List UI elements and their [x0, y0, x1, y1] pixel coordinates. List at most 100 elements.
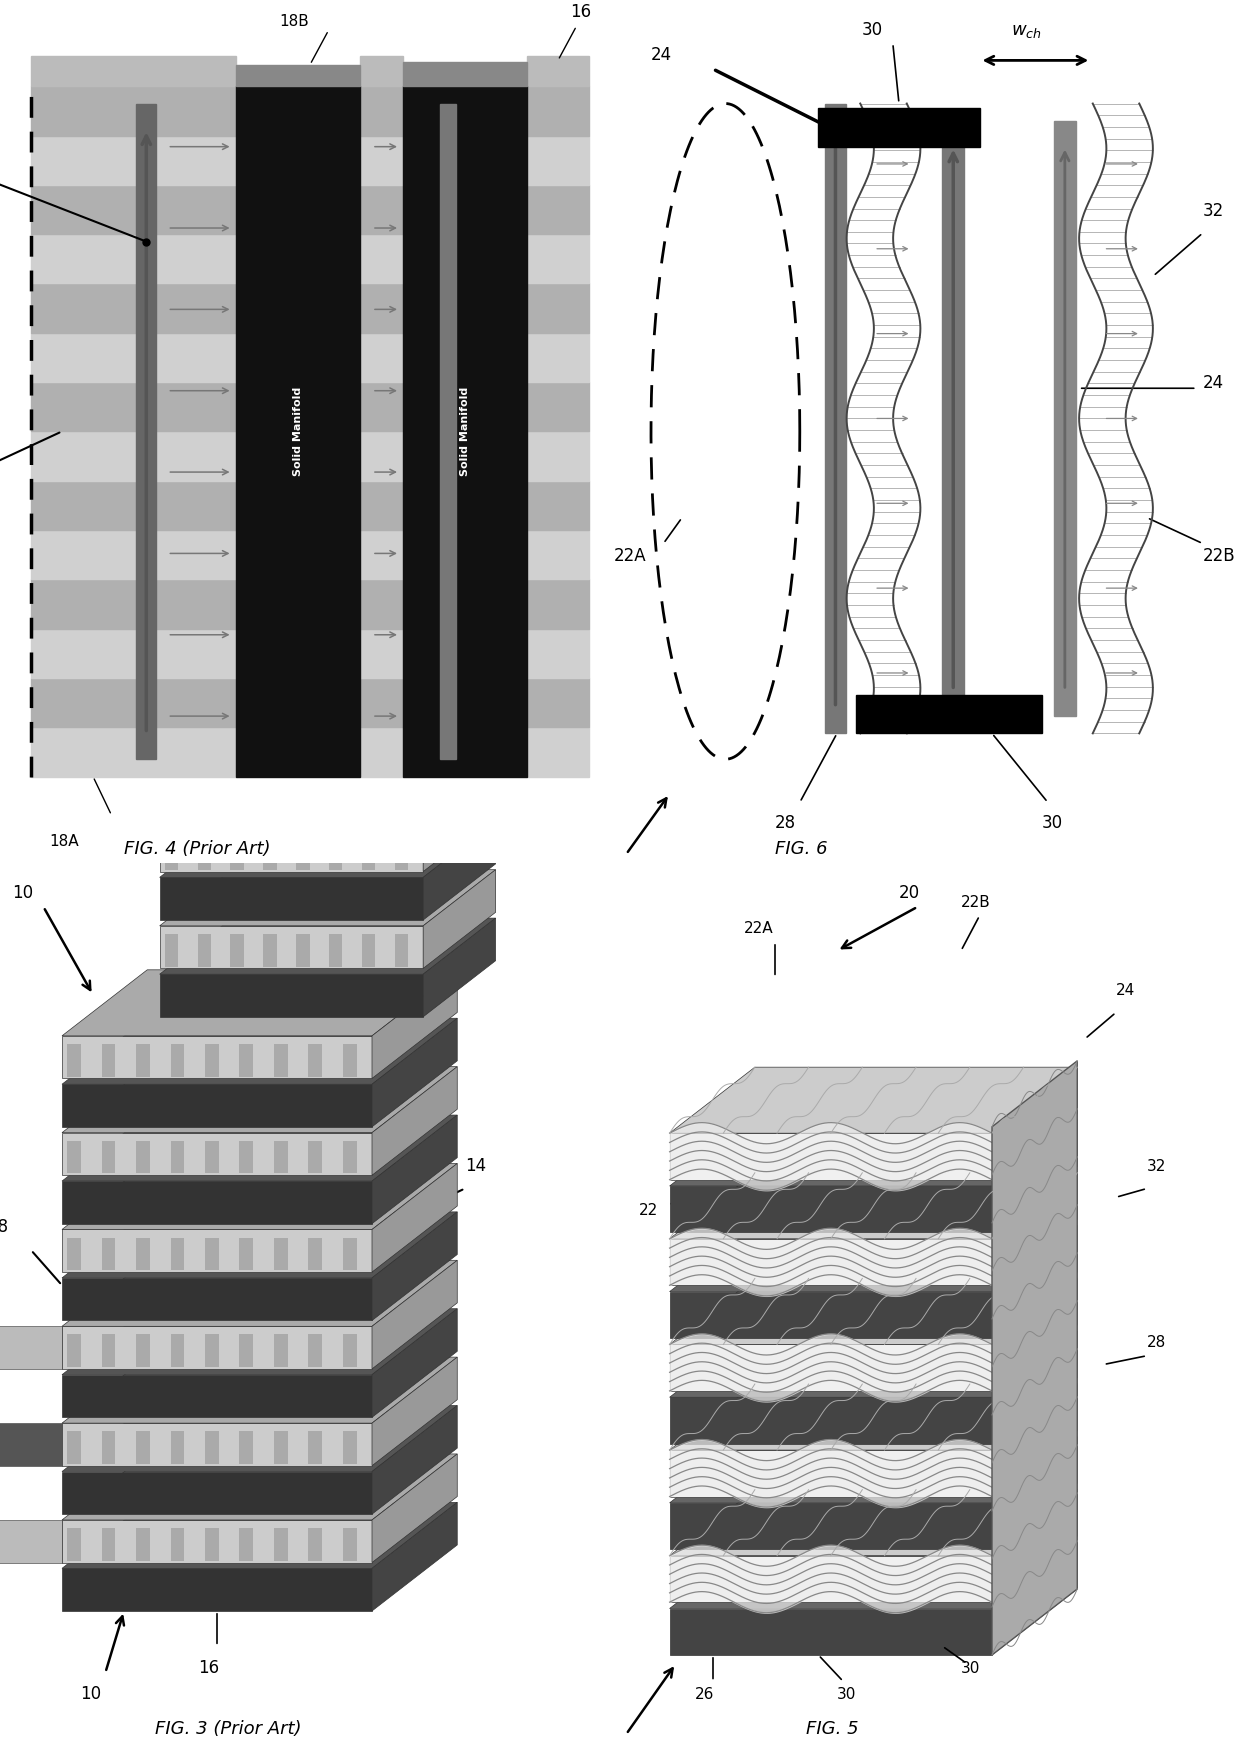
- Bar: [527, 234, 589, 284]
- Polygon shape: [670, 1436, 1078, 1502]
- Bar: [274, 1529, 288, 1560]
- Bar: [309, 1238, 322, 1271]
- Text: 22B: 22B: [1203, 547, 1235, 565]
- Bar: [67, 1140, 81, 1173]
- Bar: [31, 579, 236, 629]
- Bar: [342, 1335, 357, 1367]
- Bar: [31, 284, 236, 333]
- Bar: [136, 103, 156, 760]
- Bar: [527, 136, 589, 185]
- Polygon shape: [992, 1121, 1078, 1232]
- Bar: [31, 382, 236, 432]
- Bar: [205, 1044, 218, 1077]
- Bar: [31, 185, 236, 234]
- Text: 14: 14: [465, 1157, 486, 1175]
- Polygon shape: [62, 1422, 372, 1466]
- Bar: [102, 1335, 115, 1367]
- Bar: [825, 103, 847, 734]
- Polygon shape: [670, 1278, 1078, 1344]
- Polygon shape: [670, 1133, 992, 1180]
- Bar: [274, 1431, 288, 1464]
- Bar: [396, 837, 408, 870]
- Bar: [360, 629, 403, 678]
- Bar: [527, 432, 589, 481]
- Bar: [31, 678, 236, 727]
- Bar: [1054, 120, 1076, 716]
- Polygon shape: [670, 1450, 992, 1497]
- Polygon shape: [992, 1061, 1078, 1656]
- Bar: [360, 284, 403, 333]
- Polygon shape: [372, 1067, 458, 1175]
- Bar: [309, 1529, 322, 1560]
- Bar: [527, 629, 589, 678]
- Polygon shape: [423, 870, 496, 969]
- Bar: [171, 1529, 185, 1560]
- Bar: [31, 481, 236, 530]
- Polygon shape: [160, 926, 423, 969]
- Polygon shape: [62, 1405, 458, 1471]
- Polygon shape: [992, 1067, 1078, 1180]
- Polygon shape: [992, 1436, 1078, 1550]
- Polygon shape: [670, 1502, 992, 1550]
- Bar: [31, 629, 236, 678]
- Bar: [31, 530, 236, 579]
- Bar: [309, 1140, 322, 1173]
- Polygon shape: [160, 830, 423, 872]
- Polygon shape: [372, 1502, 458, 1611]
- Bar: [527, 678, 589, 727]
- Bar: [362, 837, 376, 870]
- Polygon shape: [372, 1405, 458, 1515]
- Bar: [342, 1044, 357, 1077]
- Bar: [31, 234, 236, 284]
- Polygon shape: [62, 1164, 458, 1229]
- Polygon shape: [160, 870, 496, 926]
- Bar: [165, 837, 177, 870]
- Bar: [67, 1238, 81, 1271]
- Polygon shape: [670, 1067, 1078, 1133]
- Text: 16: 16: [570, 3, 591, 21]
- Polygon shape: [992, 1490, 1078, 1602]
- Text: 18A: 18A: [50, 833, 79, 849]
- Bar: [205, 1238, 218, 1271]
- Bar: [527, 530, 589, 579]
- Bar: [527, 481, 589, 530]
- Text: Solid Manifold: Solid Manifold: [293, 387, 303, 476]
- Polygon shape: [160, 725, 496, 781]
- Polygon shape: [670, 1121, 1078, 1185]
- Polygon shape: [992, 1225, 1078, 1339]
- Bar: [360, 333, 403, 382]
- Text: 24: 24: [1203, 375, 1224, 392]
- Bar: [31, 136, 236, 185]
- Bar: [330, 934, 342, 967]
- Polygon shape: [992, 1278, 1078, 1391]
- Bar: [360, 56, 403, 85]
- Polygon shape: [62, 1375, 372, 1417]
- Polygon shape: [670, 1609, 992, 1656]
- Bar: [527, 185, 589, 234]
- Polygon shape: [372, 1211, 458, 1321]
- Text: 22A: 22A: [614, 547, 646, 565]
- Text: 30: 30: [837, 1687, 857, 1701]
- Polygon shape: [62, 1067, 458, 1133]
- Text: 26: 26: [694, 1687, 714, 1701]
- Polygon shape: [670, 1185, 992, 1232]
- Bar: [263, 934, 277, 967]
- Bar: [136, 1238, 150, 1271]
- Bar: [205, 1529, 218, 1560]
- Bar: [360, 136, 403, 185]
- Bar: [239, 1529, 253, 1560]
- Bar: [856, 694, 1042, 734]
- Polygon shape: [160, 772, 496, 830]
- Bar: [239, 1335, 253, 1367]
- Text: 32: 32: [1203, 202, 1224, 220]
- Polygon shape: [62, 1211, 458, 1278]
- Text: FIG. 3 (Prior Art): FIG. 3 (Prior Art): [155, 1720, 301, 1738]
- Bar: [360, 727, 403, 777]
- Polygon shape: [670, 1173, 1078, 1239]
- Bar: [165, 934, 177, 967]
- Polygon shape: [62, 1471, 372, 1515]
- Bar: [403, 63, 527, 85]
- Bar: [296, 837, 310, 870]
- Polygon shape: [372, 1309, 458, 1417]
- Polygon shape: [62, 1116, 458, 1182]
